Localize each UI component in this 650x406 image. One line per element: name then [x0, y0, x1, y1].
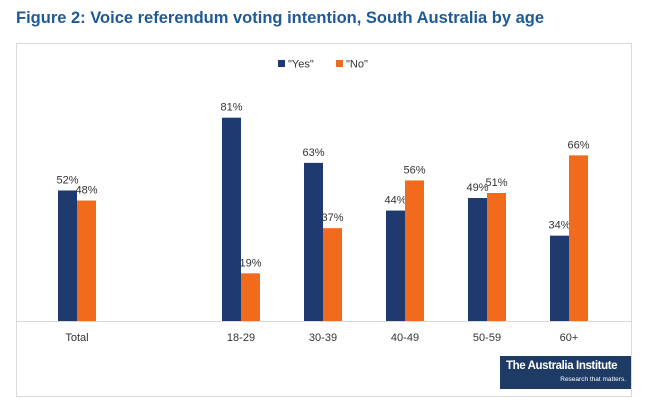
australia-institute-logo: The Australia Institute Research that ma…	[500, 356, 631, 389]
logo-name: The Australia Institute	[506, 360, 618, 372]
legend-swatch-no	[336, 60, 343, 67]
chart-title: Figure 2: Voice referendum voting intent…	[16, 9, 545, 27]
bar-yes	[222, 117, 241, 321]
bar-no	[241, 273, 260, 321]
data-label: 37%	[321, 212, 343, 224]
bar-no	[323, 228, 342, 321]
data-label: 66%	[567, 139, 589, 151]
bar-no	[405, 180, 424, 321]
x-tick-label: 30-39	[309, 332, 337, 344]
bar-yes	[468, 198, 487, 321]
bar-no	[77, 200, 96, 321]
bar-no	[569, 155, 588, 321]
data-label: 51%	[485, 177, 507, 189]
legend-label-no: "No"	[346, 59, 368, 71]
data-label: 44%	[384, 195, 406, 207]
x-tick-label: 40-49	[391, 332, 419, 344]
bar-no	[487, 192, 506, 321]
x-tick-label: 18-29	[227, 332, 255, 344]
legend-swatch-yes	[278, 60, 285, 67]
x-tick-label: 50-59	[473, 332, 501, 344]
legend-label-yes: "Yes"	[288, 59, 314, 71]
bar-yes	[550, 235, 569, 321]
data-label: 56%	[403, 164, 425, 176]
bar-yes	[386, 210, 405, 321]
x-tick-label: Total	[65, 332, 88, 344]
bar-yes	[304, 162, 323, 321]
logo-tagline: Research that matters.	[560, 376, 626, 383]
data-label: 63%	[302, 147, 324, 159]
data-label: 49%	[466, 182, 488, 194]
chart-area	[16, 43, 632, 397]
data-label: 52%	[56, 174, 78, 186]
x-tick-label: 60+	[560, 332, 579, 344]
bar-yes	[58, 190, 77, 321]
data-label: 19%	[239, 257, 261, 269]
data-label: 34%	[548, 220, 570, 232]
data-label: 48%	[75, 185, 97, 197]
data-label: 81%	[220, 102, 242, 114]
